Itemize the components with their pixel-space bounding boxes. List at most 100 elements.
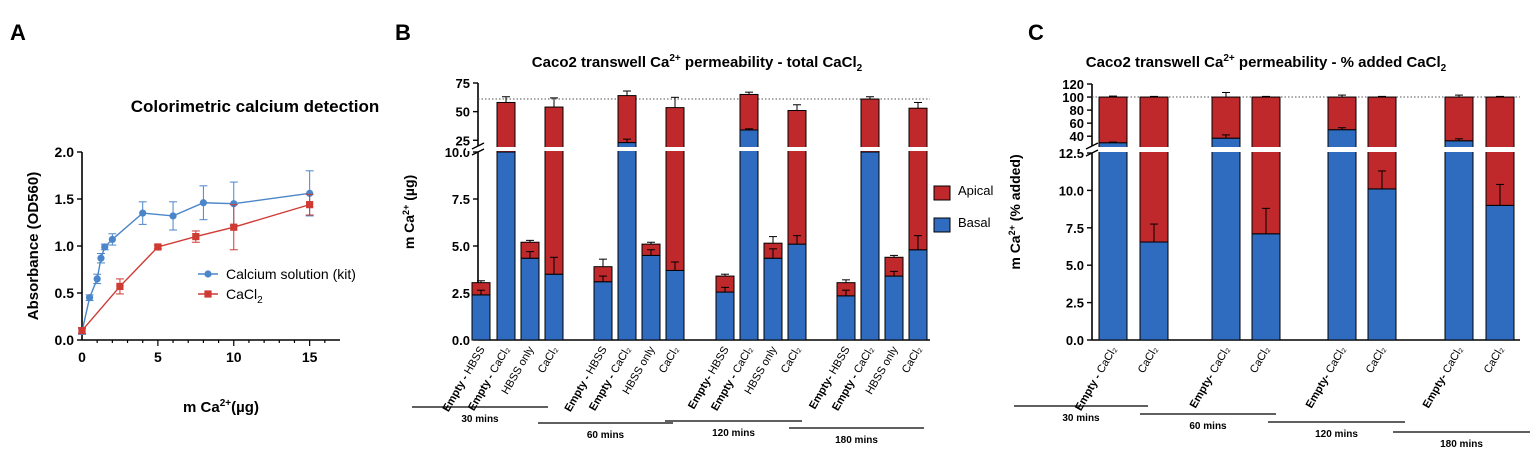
data-point [192,233,200,241]
data-point [93,275,101,283]
group-label: 30 mins [461,414,499,425]
bar-basal [860,151,880,341]
y-tick-label: 120 [1062,77,1084,92]
data-point [199,199,208,207]
bar-basal [908,249,928,341]
bar-basal [1327,129,1357,341]
y-tick-label: 80 [1070,103,1084,118]
bar-basal [787,243,807,341]
bar-apical [1444,96,1474,142]
bar-basal [665,269,685,341]
category-label: CaCl₂ [536,345,561,376]
bar-basal [1139,241,1169,341]
panel-letter-a: A [10,20,26,45]
axis-break-mark [471,148,485,156]
data-point [230,200,238,208]
y-tick-label: 10.0 [445,145,470,160]
cacl2-series-line [81,203,310,332]
data-point [101,243,109,251]
data-point [306,201,314,209]
category-label: Empty - CaCl₂ [1073,345,1119,413]
bar-basal [715,291,735,341]
x-tick-label: 0 [78,349,86,365]
panel-c-y-axis-label: m Ca2+ (% added) [1007,154,1023,269]
legend-label-cacl2: CaCl2 [226,286,263,306]
panel-a-y-axis-label: Absorbance (OD560) [25,172,42,320]
bar-basal [544,273,564,341]
bar-apical [665,107,685,271]
bar-basal [496,151,516,341]
y-tick-label: 75 [456,76,470,91]
y-tick-label: 0.0 [55,332,75,348]
y-tick-label: 0.5 [55,285,75,301]
y-tick-label: 0.0 [1066,333,1084,348]
bar-basal [1251,233,1281,341]
group-label: 60 mins [587,430,625,441]
bar-apical [860,98,880,153]
panel-b-title: Caco2 transwell Ca2+ permeability - tota… [532,53,863,74]
panel-a-x-axis-label: m Ca2+(µg) [183,398,259,416]
y-tick-label: 1.0 [55,238,75,254]
data-point [154,243,162,251]
axis-break-gap [1080,147,1524,152]
group-label: 30 mins [1062,413,1100,424]
legend-marker-cacl2 [204,290,212,298]
y-tick-label: 2.0 [55,144,75,160]
category-label: Empty- CaCl₂ [1188,345,1233,411]
data-point [230,223,238,231]
y-tick-label: 0.0 [452,333,470,348]
axis-break-mark [1085,149,1099,157]
bar-apical [1327,96,1357,131]
bar-apical [739,93,759,131]
bar-basal [617,142,637,341]
group-label: 180 mins [835,435,878,446]
category-label: Empty- CaCl₂ [1304,345,1349,411]
bar-basal [836,295,856,341]
legend-swatch-basal [933,217,951,233]
bar-basal [763,257,783,341]
bar-apical [787,109,807,245]
group-label: 180 mins [1440,439,1483,450]
y-tick-label: 10.0 [1059,183,1084,198]
bar-apical [1098,96,1128,144]
category-label: CaCl₂ [657,345,682,376]
panel-letter-c: C [1028,20,1044,45]
x-tick-label: 15 [302,349,318,365]
panel-letter-b: B [395,20,411,45]
data-point [169,212,177,220]
group-label: 60 mins [1189,421,1227,432]
bar-basal [739,129,759,341]
group-label: 120 mins [1315,429,1358,440]
bar-basal [1485,204,1515,341]
panel-b-y-axis-label: m Ca2+ (µg) [401,175,417,249]
panel-c: Caco2 transwell Ca2+ permeability - % ad… [1007,53,1447,270]
x-tick-label: 5 [154,349,162,365]
category-label: CaCl₂ [1248,345,1273,376]
y-tick-label: 1.5 [55,191,75,207]
bar-apical [908,107,928,251]
bar-basal [593,281,613,341]
data-point [85,294,94,302]
y-tick-label: 5.0 [452,239,470,254]
bar-basal [641,254,661,341]
panel-b: Caco2 transwell Ca2+ permeability - tota… [401,53,994,249]
legend-label-basal: Basal [958,215,991,230]
y-tick-label: 50 [456,105,470,120]
bar-apical [617,95,637,144]
legend-label-apical: Apical [958,183,994,198]
legend-marker-kit [204,270,212,278]
data-point [116,282,124,291]
y-tick-label: 5.0 [1066,258,1084,273]
data-point [306,189,314,197]
y-tick-label: 60 [1070,116,1084,131]
bar-basal [1211,137,1241,341]
bar-apical [544,106,564,275]
legend-label-kit: Calcium solution (kit) [226,266,356,282]
bar-apical [496,101,516,153]
category-label: Empty- CaCl₂ [1421,345,1466,411]
category-label: CaCl₂ [1482,345,1507,376]
bar-basal [1367,188,1397,341]
